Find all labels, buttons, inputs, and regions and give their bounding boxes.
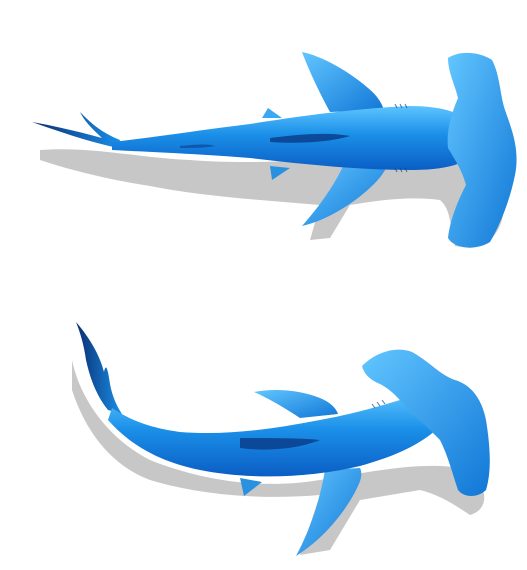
shark-top-pelvic-fin-upper <box>262 108 282 118</box>
shark-top-pelvic-fin-lower <box>270 166 290 180</box>
shark-bottom-pectoral-fin <box>296 468 362 556</box>
shark-top-pectoral-fin-upper <box>302 52 384 112</box>
shark-bottom-dorsal-fin <box>254 390 338 418</box>
shark-top-dorsal-streak <box>270 133 350 143</box>
shark-top-pectoral-fin-lower <box>302 160 388 226</box>
shark-bottom-pelvic-fin <box>240 478 262 496</box>
shark-bottom-body <box>108 392 445 477</box>
shark-bottom-gills <box>371 399 386 409</box>
shark-top-tail <box>32 112 120 148</box>
shark-bottom <box>72 322 490 556</box>
shark-top-gills <box>394 103 408 173</box>
shark-bottom-dorsal-streak <box>240 438 320 450</box>
shark-top-head <box>447 52 517 248</box>
shark-bottom-head <box>362 349 490 496</box>
shark-bottom-tail <box>76 322 122 414</box>
shark-top <box>32 52 517 248</box>
